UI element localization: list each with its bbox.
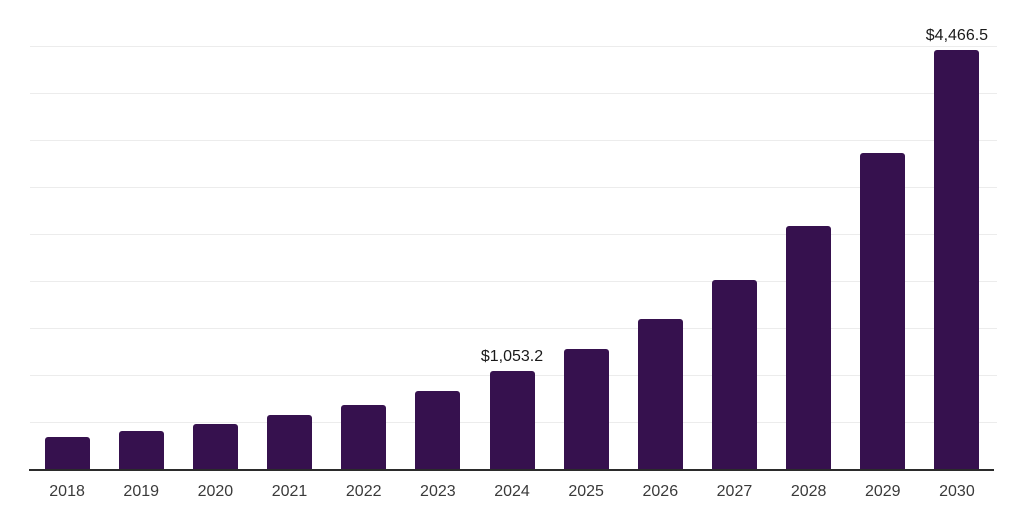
bar-2022 (341, 405, 387, 470)
bar-2030 (934, 50, 980, 470)
x-tick-label-2023: 2023 (420, 483, 456, 500)
bar-2020 (192, 424, 238, 470)
gridline-3500 (30, 140, 997, 141)
x-tick-label-2022: 2022 (345, 483, 382, 500)
bar-2021 (267, 415, 313, 470)
bar-2024 (489, 371, 535, 470)
x-axis-line (29, 469, 994, 471)
value-label-2024: $1,053.2 (480, 348, 544, 365)
bar-2029 (860, 152, 906, 470)
plot-area: $1,053.2 $4,466.5 (29, 0, 997, 471)
x-tick-label-2025: 2025 (568, 483, 604, 500)
bar-2023 (415, 391, 461, 470)
x-tick-label-2028: 2028 (790, 483, 827, 500)
x-axis-labels: 2018 2019 2020 2021 2022 2023 2024 2025 2026 2027… (30, 484, 994, 504)
x-tick-label-2027: 2027 (716, 483, 753, 500)
bar-2027 (711, 280, 757, 470)
gridline-4000 (30, 93, 997, 94)
gridline-3000 (30, 187, 997, 188)
gridline-1500 (30, 328, 997, 329)
gridline-2000 (30, 281, 997, 282)
x-tick-label-2024: 2024 (494, 483, 530, 500)
x-tick-label-2020: 2020 (197, 483, 234, 500)
x-tick-label-2026: 2026 (642, 483, 679, 500)
bar-2026 (637, 318, 683, 470)
bar-2025 (563, 348, 609, 470)
x-tick-label-2029: 2029 (864, 483, 901, 500)
bar-2019 (118, 430, 164, 470)
gridline-2500 (30, 234, 997, 235)
value-label-2030: $4,466.5 (925, 27, 989, 45)
x-tick-label-2030: 2030 (939, 483, 975, 500)
bar-2028 (786, 226, 832, 470)
x-tick-label-2021: 2021 (271, 483, 308, 500)
x-tick-label-2018: 2018 (49, 483, 85, 500)
bar-2018 (44, 436, 90, 470)
gridline-4500 (30, 46, 997, 47)
x-tick-label-2019: 2019 (123, 483, 160, 500)
